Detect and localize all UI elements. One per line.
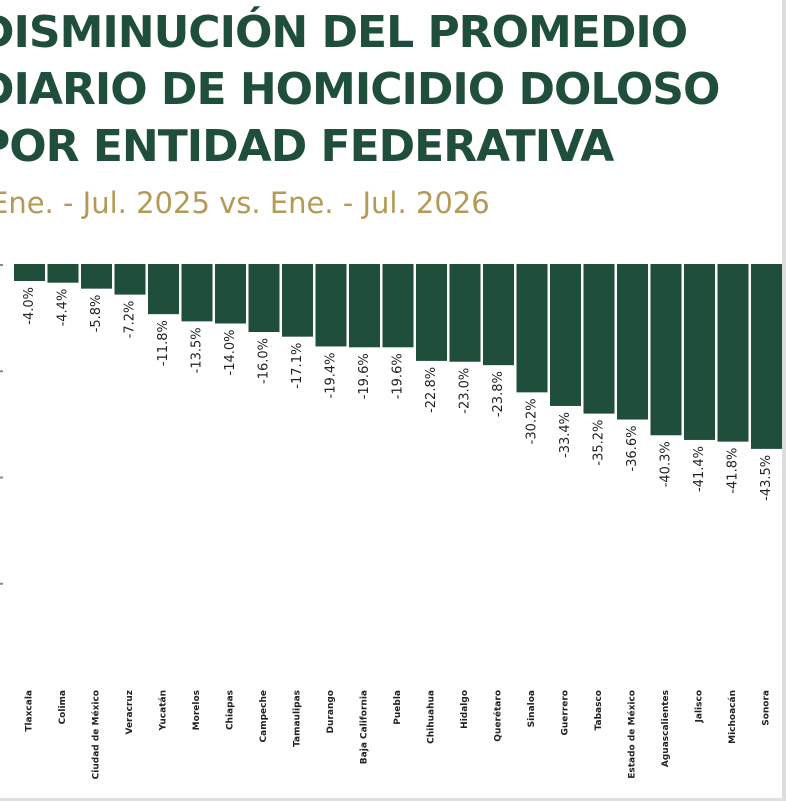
bar-yucatán: [148, 264, 179, 315]
bar-chihuahua: [416, 264, 447, 361]
title-line-2: DIARIO DE HOMICIDIO DOLOSO: [0, 64, 720, 115]
bar-michoacán: [717, 264, 749, 442]
category-label: Tamaulipas: [293, 690, 303, 747]
bar-ciudad-de-méxico: [81, 264, 112, 289]
bar-tabasco: [583, 264, 615, 414]
y-axis-tick: [0, 582, 3, 585]
chart-title: DISMINUCIÓN DEL PROMEDIO DIARIO DE HOMIC…: [0, 4, 720, 175]
data-label: -23.0%: [458, 368, 473, 414]
bar-sonora: [751, 264, 782, 449]
bar-morelos: [181, 264, 213, 322]
bar-campeche: [248, 264, 280, 332]
category-label: Guerrero: [561, 690, 571, 736]
title-line-3: POR ENTIDAD FEDERATIVA: [0, 121, 614, 172]
bottom-border: [0, 798, 786, 801]
data-label: -4.4%: [56, 289, 71, 327]
category-label: Colima: [58, 690, 68, 724]
bar-aguascalientes: [650, 264, 682, 436]
chart-subtitle: Ene. - Jul. 2025 vs. Ene. - Jul. 2026: [0, 186, 490, 220]
bar-veracruz: [114, 264, 146, 295]
data-label: -16.0%: [257, 338, 272, 384]
bar-guerrero: [550, 264, 581, 406]
category-label: Campeche: [259, 690, 269, 742]
title-line-1: DISMINUCIÓN DEL PROMEDIO: [0, 7, 688, 58]
y-axis-tick: [0, 370, 3, 373]
data-label: -14.0%: [223, 330, 238, 376]
bar-colima: [47, 264, 79, 283]
data-label: -19.4%: [324, 352, 339, 398]
bar-tlaxcala: [14, 264, 45, 281]
bar-estado-de-méxico: [617, 264, 648, 420]
data-label: -41.8%: [726, 448, 741, 494]
data-label: -33.4%: [558, 412, 573, 458]
bar-tamaulipas: [282, 264, 313, 337]
bar-hidalgo: [449, 264, 481, 362]
data-label: -5.8%: [89, 295, 104, 333]
data-label: -13.5%: [190, 327, 205, 373]
bar-jalisco: [684, 264, 715, 440]
data-label: -7.2%: [123, 301, 138, 339]
category-label: Durango: [326, 690, 336, 733]
category-label: Sonora: [762, 690, 772, 726]
category-label: Morelos: [192, 690, 202, 730]
category-label: Tabasco: [594, 690, 604, 730]
bar-querétaro: [483, 264, 514, 366]
data-label: -35.2%: [592, 420, 607, 466]
y-axis-tick: [0, 476, 3, 479]
bar-durango: [315, 264, 347, 347]
bar-baja-california: [349, 264, 380, 348]
data-label: -11.8%: [156, 320, 171, 366]
category-label: Tlaxcala: [25, 690, 35, 732]
data-label: -43.5%: [759, 455, 774, 501]
bar-chiapas: [215, 264, 246, 324]
y-axis-tick: [0, 264, 3, 266]
category-label: Ciudad de México: [91, 690, 102, 779]
data-label: -19.6%: [357, 353, 372, 399]
category-label: Hidalgo: [460, 690, 470, 729]
category-label: Puebla: [393, 690, 403, 725]
category-label: Querétaro: [493, 690, 504, 742]
right-border: [782, 0, 786, 801]
category-label: Aguascalientes: [661, 690, 671, 767]
data-label: -4.0%: [22, 287, 37, 325]
category-label: Chihuahua: [427, 690, 437, 744]
data-label: -22.8%: [424, 367, 439, 413]
data-label: -19.6%: [391, 353, 406, 399]
data-label: -36.6%: [625, 426, 640, 472]
category-label: Michoacán: [728, 690, 738, 744]
category-label: Sinaloa: [527, 690, 537, 727]
category-label: Veracruz: [125, 690, 135, 735]
category-label: Jalisco: [695, 690, 705, 723]
category-label: Chiapas: [226, 690, 236, 730]
data-label: -30.2%: [525, 398, 540, 444]
category-label: Baja California: [360, 690, 370, 764]
data-label: -41.4%: [692, 446, 707, 492]
bar-puebla: [382, 264, 414, 348]
bar-sinaloa: [516, 264, 548, 393]
category-label: Estado de México: [627, 690, 638, 779]
data-label: -17.1%: [290, 343, 305, 389]
data-label: -23.8%: [491, 371, 506, 417]
data-label: -40.3%: [659, 441, 674, 487]
category-label: Yucatán: [159, 690, 169, 731]
